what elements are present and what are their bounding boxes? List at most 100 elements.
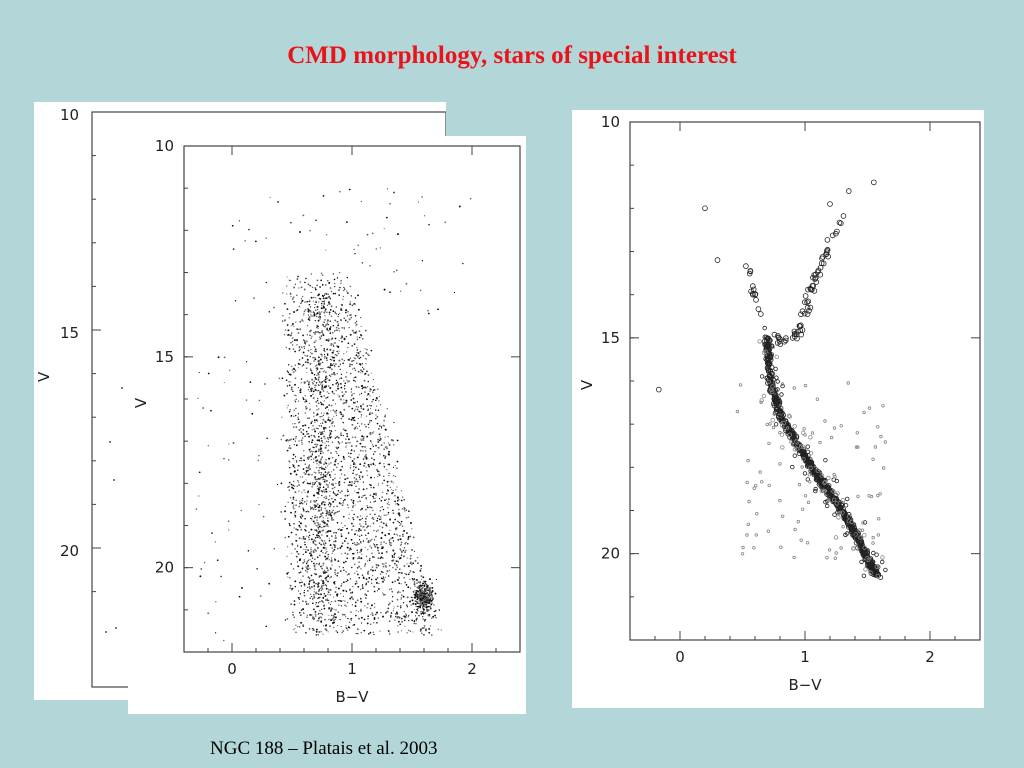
- star-point: [369, 484, 372, 487]
- star-point: [390, 542, 392, 544]
- star-point: [340, 533, 342, 535]
- star-point: [324, 315, 326, 317]
- star-point: [312, 412, 315, 414]
- star-point: [306, 433, 308, 435]
- star-point: [414, 594, 417, 597]
- star-point: [794, 439, 799, 444]
- star-point: [294, 485, 296, 487]
- star-point: [339, 483, 341, 485]
- star-point: [319, 415, 322, 418]
- star-point: [314, 514, 316, 517]
- star-point: [306, 358, 309, 361]
- star-point: [217, 356, 220, 359]
- star-point: [838, 511, 842, 515]
- star-point: [324, 474, 327, 476]
- star-point: [341, 632, 343, 634]
- star-point: [774, 354, 779, 359]
- star-point: [755, 306, 762, 312]
- star-point: [369, 607, 372, 610]
- star-point: [396, 499, 399, 502]
- star-point: [348, 365, 351, 368]
- star-point: [343, 328, 345, 330]
- star-point: [301, 567, 304, 569]
- star-point: [292, 340, 294, 342]
- star-point: [427, 596, 430, 599]
- star-point: [318, 356, 320, 359]
- star-point: [318, 362, 320, 365]
- star-point: [315, 524, 317, 527]
- star-point: [292, 296, 295, 299]
- star-point: [307, 457, 310, 460]
- star-point: [358, 488, 360, 490]
- star-point: [796, 519, 800, 524]
- star-point: [341, 340, 343, 343]
- star-point: [361, 585, 364, 587]
- star-point: [702, 205, 708, 212]
- star-point: [317, 435, 320, 438]
- star-point: [779, 432, 785, 437]
- star-point: [286, 385, 289, 387]
- star-point: [345, 376, 347, 378]
- star-point: [338, 272, 341, 274]
- star-point: [376, 621, 378, 624]
- star-point: [320, 447, 323, 450]
- star-point: [320, 550, 322, 552]
- star-point: [369, 395, 371, 397]
- star-point: [356, 362, 358, 364]
- star-point: [375, 530, 378, 533]
- star-point: [374, 539, 376, 541]
- star-point: [324, 378, 327, 381]
- star-point: [369, 539, 372, 542]
- star-point: [342, 501, 345, 504]
- star-point: [296, 344, 298, 346]
- star-point: [310, 579, 313, 582]
- star-point: [317, 331, 319, 333]
- star-point: [422, 618, 424, 620]
- star-point: [778, 498, 782, 503]
- star-point: [396, 439, 399, 442]
- star-point: [341, 335, 343, 337]
- star-point: [855, 431, 859, 435]
- star-point: [840, 507, 847, 513]
- star-point: [419, 289, 422, 292]
- star-point: [302, 507, 304, 509]
- star-point: [314, 558, 316, 560]
- star-point: [288, 444, 291, 447]
- star-point: [234, 300, 237, 302]
- star-point: [317, 534, 320, 537]
- star-point: [405, 604, 408, 607]
- star-point: [428, 602, 431, 605]
- star-point: [779, 545, 783, 549]
- star-point: [343, 569, 345, 571]
- star-point: [356, 549, 359, 552]
- star-point: [765, 377, 771, 383]
- star-point: [353, 542, 356, 544]
- star-point: [762, 325, 767, 331]
- star-point: [331, 501, 334, 503]
- star-point: [362, 494, 365, 497]
- star-point: [317, 408, 320, 410]
- star-point: [318, 490, 320, 493]
- star-point: [336, 329, 338, 332]
- star-point: [354, 601, 357, 604]
- star-point: [350, 295, 352, 297]
- star-point: [298, 349, 300, 352]
- star-point: [327, 409, 329, 411]
- star-point: [322, 414, 324, 416]
- star-point: [342, 428, 345, 431]
- star-point: [378, 462, 381, 465]
- star-point: [367, 353, 369, 356]
- star-point: [421, 584, 424, 587]
- star-point: [324, 326, 326, 328]
- star-point: [113, 479, 115, 481]
- star-point: [335, 436, 338, 439]
- star-point: [280, 438, 283, 441]
- star-point: [800, 454, 807, 460]
- star-point: [364, 348, 366, 350]
- star-point: [320, 401, 322, 404]
- star-point: [310, 273, 313, 275]
- star-point: [420, 575, 423, 578]
- star-point: [352, 461, 355, 464]
- star-point: [421, 612, 424, 615]
- star-point: [354, 490, 356, 492]
